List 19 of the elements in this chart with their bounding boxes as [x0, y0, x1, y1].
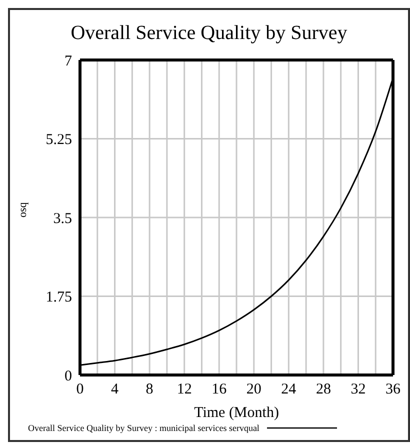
x-tick-label: 28: [316, 382, 331, 398]
y-tick-label: 0: [64, 368, 72, 384]
y-axis-title: osq: [16, 202, 29, 218]
x-tick-label: 20: [246, 382, 262, 398]
x-tick-label: 4: [111, 382, 120, 398]
y-tick-label: 1.75: [46, 290, 72, 306]
x-tick-label: 36: [386, 382, 401, 398]
x-tick-label: 8: [146, 382, 154, 398]
text: Overall Service Quality by Survey : municipal services servqual: [28, 423, 260, 433]
x-tick-label: 12: [176, 382, 192, 398]
y-tick-label: 5.25: [46, 132, 72, 148]
x-axis-title: Time (Month): [194, 405, 279, 421]
chart-title: Overall Service Quality by Survey: [70, 22, 348, 45]
y-tick-label: 7: [64, 53, 72, 70]
x-tick-label: 24: [281, 382, 297, 398]
x-tick-label: 32: [350, 382, 366, 398]
x-tick-label: 16: [212, 382, 228, 398]
x-tick-label: 0: [76, 382, 84, 398]
y-tick-label: 3.5: [53, 210, 72, 227]
